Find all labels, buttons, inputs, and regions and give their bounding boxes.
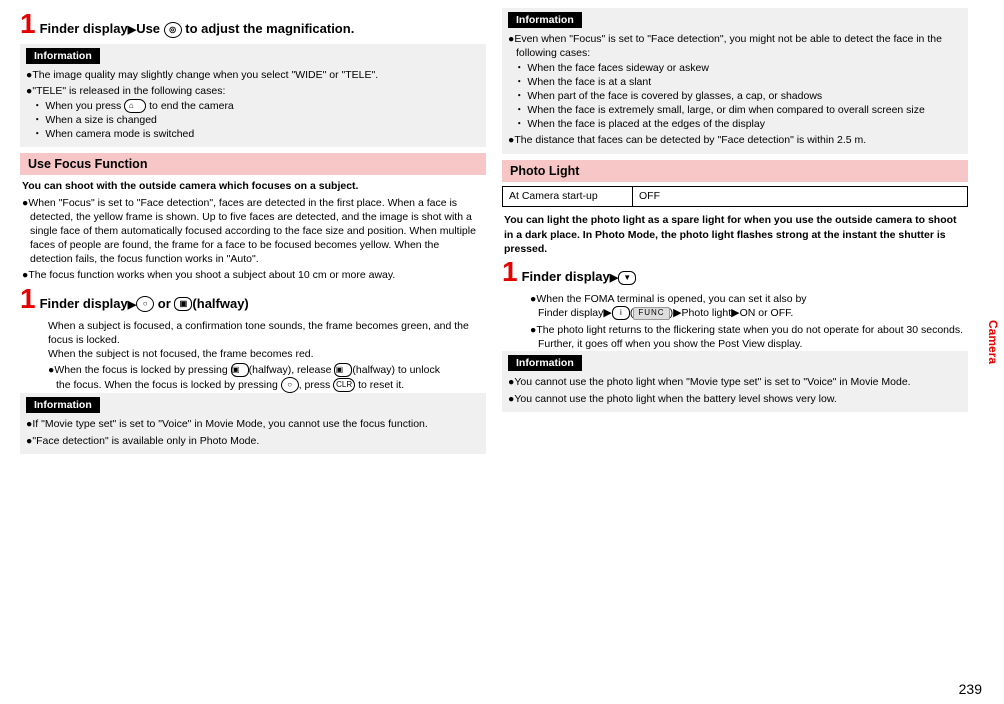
focus-lead: You can shoot with the outside camera wh…	[22, 179, 484, 193]
info-label: Information	[508, 355, 582, 371]
info-line: ●Even when "Focus" is set to "Face detec…	[508, 32, 962, 60]
side-tab: Camera	[984, 320, 1000, 364]
table-cell: OFF	[633, 186, 968, 207]
menu-key-icon: i	[612, 306, 630, 320]
info-line: ●The distance that faces can be detected…	[508, 133, 962, 147]
focus-step: 1 Finder display▶○ or ▣(halfway)	[20, 285, 486, 313]
info-label: Information	[26, 397, 100, 413]
right-column: Information ●Even when "Focus" is set to…	[502, 8, 968, 460]
info-sub: ・ When part of the face is covered by gl…	[508, 89, 962, 103]
focus-sp: When the subject is not focused, the fra…	[48, 347, 486, 361]
focus-sp: When a subject is focused, a confirmatio…	[48, 319, 486, 347]
shutter-key-icon: ▣	[174, 297, 192, 311]
focus-sp4a: the focus. When the focus is locked by p…	[56, 379, 278, 391]
photo-detail: ●When the FOMA terminal is opened, you c…	[530, 292, 968, 351]
info-box-3: Information ●Even when "Focus" is set to…	[502, 8, 968, 154]
photo-b1d: ON or OFF.	[740, 307, 794, 319]
focus-sp3c: (halfway) to unlock	[352, 364, 440, 376]
info-sub: ・ When the face is placed at the edges o…	[508, 117, 962, 131]
photo-lead: You can light the photo light as a spare…	[502, 213, 968, 256]
info-box-4: Information ●You cannot use the photo li…	[502, 351, 968, 412]
info-line: ●"TELE" is released in the following cas…	[26, 84, 480, 98]
info-label: Information	[508, 12, 582, 28]
focus-step-c: (halfway)	[192, 296, 248, 311]
end-key-icon: ⌂	[124, 99, 146, 113]
focus-para: ●The focus function works when you shoot…	[22, 268, 484, 282]
nav-key-icon: ◎	[164, 22, 182, 38]
focus-step-b: or	[154, 296, 174, 311]
clr-key-icon: CLR	[333, 378, 355, 392]
focus-sp4c: to reset it.	[358, 379, 404, 391]
info-sub: ・ When camera mode is switched	[26, 127, 480, 141]
info-box-2: Information ●If "Movie type set" is set …	[20, 393, 486, 454]
center-key-icon: ○	[136, 296, 154, 312]
info-sub: ・ When the face faces sideway or askew	[508, 61, 962, 75]
step-title-c: to adjust the magnification.	[185, 21, 354, 36]
focus-sp3a: ●When the focus is locked by pressing	[48, 364, 228, 376]
center-key-icon: ○	[281, 377, 299, 393]
info-sub: ・ When the face is extremely small, larg…	[508, 103, 962, 117]
step-number: 1	[502, 258, 518, 286]
focus-sp3b: (halfway), release	[249, 364, 332, 376]
info-line: ●You cannot use the photo light when the…	[508, 392, 962, 406]
info-label: Information	[26, 48, 100, 64]
info-line: ●You cannot use the photo light when "Mo…	[508, 375, 962, 389]
step-title-b: Use	[136, 21, 160, 36]
photo-step: 1 Finder display▶▼	[502, 258, 968, 286]
photo-b1b: Finder display	[538, 307, 603, 319]
section-photo-light: Photo Light	[502, 160, 968, 182]
left-column: 1 Finder display▶Use ◎ to adjust the mag…	[20, 8, 486, 460]
down-key-icon: ▼	[618, 271, 636, 285]
photo-b1c: Photo light	[682, 307, 732, 319]
table-cell: At Camera start-up	[503, 186, 633, 207]
info-line: ●The image quality may slightly change w…	[26, 68, 480, 82]
info-sub: ・ When the face is at a slant	[508, 75, 962, 89]
step-1-header: 1 Finder display▶Use ◎ to adjust the mag…	[20, 10, 486, 38]
photo-step-a: Finder display	[522, 269, 610, 284]
info-sub: ・ When a size is changed	[26, 113, 480, 127]
shutter-key-icon: ▣	[334, 363, 352, 377]
info-line: ●If "Movie type set" is set to "Voice" i…	[26, 417, 480, 431]
info-sub-b: to end the camera	[149, 100, 234, 112]
focus-step-a: Finder display	[40, 296, 128, 311]
info-box-1: Information ●The image quality may sligh…	[20, 44, 486, 147]
step-number: 1	[20, 285, 36, 313]
startup-table: At Camera start-up OFF	[502, 186, 968, 208]
info-line: ●"Face detection" is available only in P…	[26, 434, 480, 448]
step-title-a: Finder display	[40, 21, 128, 36]
info-sub: ・ When you press	[32, 100, 121, 112]
focus-sp4b: , press	[299, 379, 331, 391]
focus-detail: When a subject is focused, a confirmatio…	[48, 319, 486, 394]
photo-b2: ●The photo light returns to the flickeri…	[530, 323, 968, 351]
focus-para: ●When "Focus" is set to "Face detection"…	[22, 196, 484, 267]
table-row: At Camera start-up OFF	[503, 186, 968, 207]
func-softkey: FUNC	[633, 307, 669, 320]
page-number: 239	[959, 680, 982, 698]
section-focus: Use Focus Function	[20, 153, 486, 175]
photo-b1a: ●When the FOMA terminal is opened, you c…	[530, 293, 807, 305]
shutter-key-icon: ▣	[231, 363, 249, 377]
step-number: 1	[20, 10, 36, 38]
